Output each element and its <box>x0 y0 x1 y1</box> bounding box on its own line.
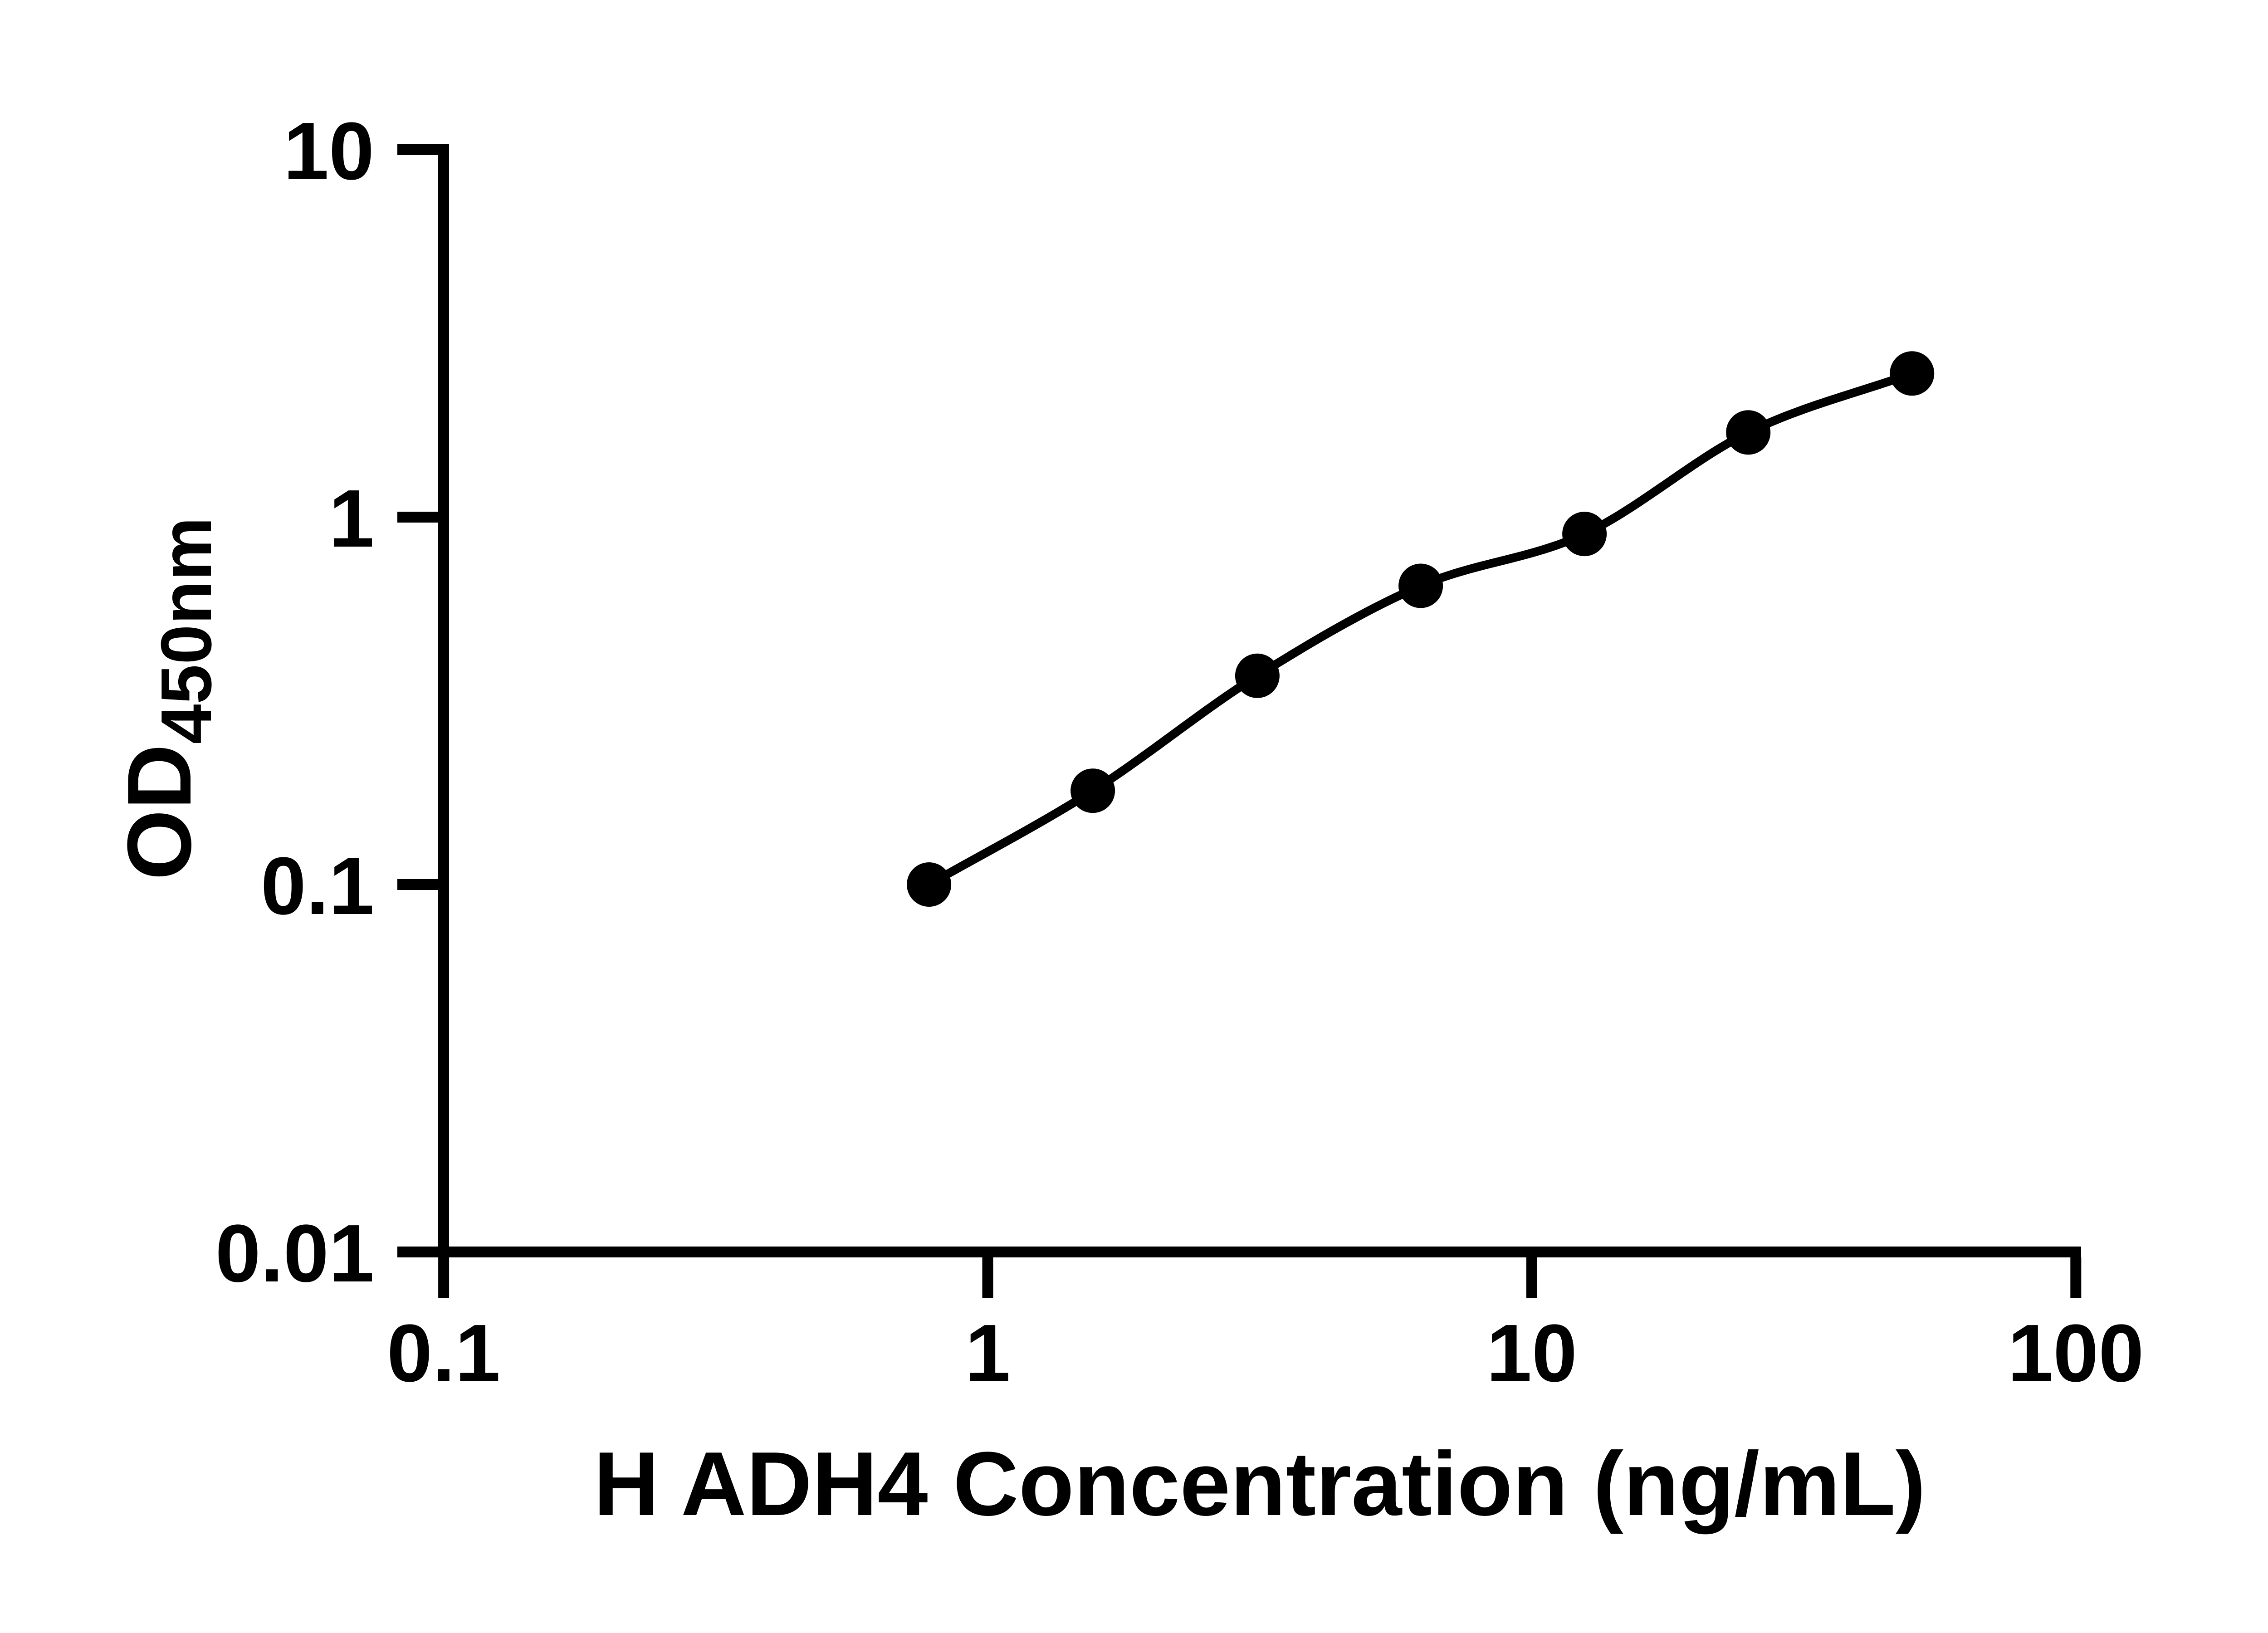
x-tick-label: 10 <box>1486 1308 1577 1399</box>
x-axis-tick-labels: 0.1 1 10 100 <box>387 1308 2144 1399</box>
x-axis-title: H ADH4 Concentration (ng/mL) <box>594 1433 1926 1535</box>
x-tick-label: 0.1 <box>387 1308 500 1399</box>
data-point <box>1398 563 1443 608</box>
x-tick-label: 1 <box>965 1308 1010 1399</box>
y-tick-label: 1 <box>329 473 374 564</box>
x-tick-label: 100 <box>2008 1308 2144 1399</box>
y-tick-label: 0.01 <box>215 1208 374 1299</box>
data-point <box>1562 512 1607 557</box>
data-point <box>1726 410 1771 455</box>
data-point <box>1235 653 1280 698</box>
data-points <box>907 351 1935 907</box>
data-point <box>1070 768 1115 813</box>
y-axis-tick-labels: 10 1 0.1 0.01 <box>215 106 374 1299</box>
data-point <box>907 862 952 907</box>
data-point <box>1890 351 1935 396</box>
y-axis-title: OD450nm <box>109 517 226 880</box>
x-axis-ticks <box>438 1257 2082 1298</box>
y-axis-ticks <box>397 144 438 1257</box>
y-tick-label: 10 <box>284 106 374 197</box>
y-axis-title-subscript: 450nm <box>147 517 226 744</box>
y-axis-title-base: OD <box>109 744 210 880</box>
y-tick-label: 0.1 <box>261 841 374 932</box>
